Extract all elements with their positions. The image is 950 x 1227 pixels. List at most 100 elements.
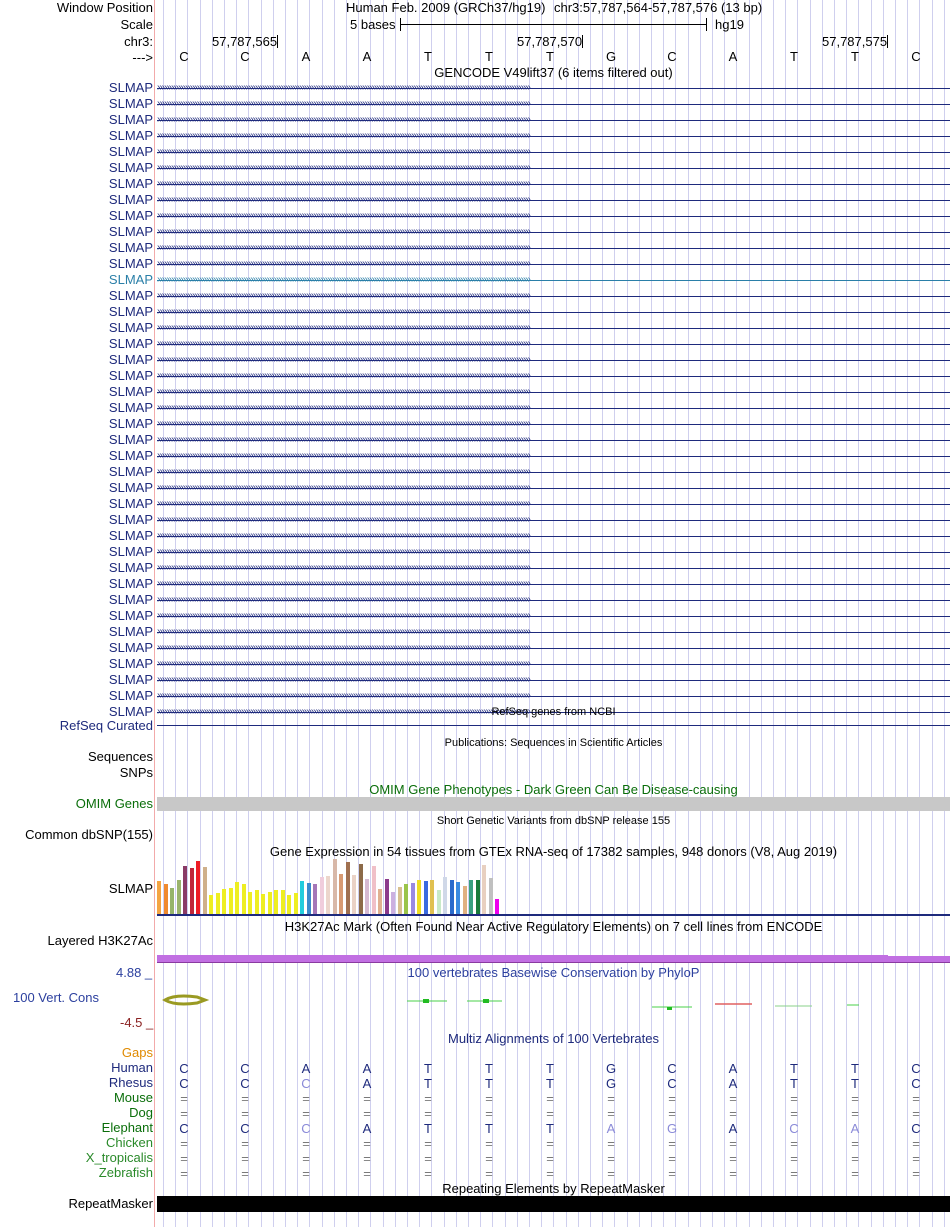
gencode-transcript[interactable]: ››››››››››››››››››››››››››››››››››››››››… — [157, 528, 950, 544]
gencode-transcript[interactable]: ››››››››››››››››››››››››››››››››››››››››… — [157, 448, 950, 464]
phylop-title[interactable]: 100 vertebrates Basewise Conservation by… — [407, 965, 700, 980]
repeatmasker-label[interactable]: RepeatMasker — [68, 1196, 153, 1211]
gencode-row-label[interactable]: SLMAP — [108, 224, 153, 239]
species-label[interactable]: Chicken — [106, 1135, 153, 1150]
gencode-row-label[interactable]: SLMAP — [108, 656, 153, 671]
gencode-transcript[interactable]: ››››››››››››››››››››››››››››››››››››››››… — [157, 560, 950, 576]
gtex-tissue-bar[interactable] — [293, 893, 298, 914]
gencode-row-label[interactable]: SLMAP — [108, 704, 153, 719]
gencode-transcript[interactable]: ››››››››››››››››››››››››››››››››››››››››… — [157, 192, 950, 208]
gencode-row-label[interactable]: SLMAP — [108, 272, 153, 287]
gaps-label[interactable]: Gaps — [121, 1045, 153, 1060]
gencode-row-label[interactable]: SLMAP — [108, 464, 153, 479]
species-label[interactable]: Elephant — [101, 1120, 153, 1135]
gencode-transcript[interactable]: ››››››››››››››››››››››››››››››››››››››››… — [157, 336, 950, 352]
gtex-tissue-bar[interactable] — [495, 899, 499, 914]
gtex-tissue-bar[interactable] — [404, 884, 408, 914]
refseq-title[interactable]: RefSeq genes from NCBI — [491, 706, 616, 718]
gtex-tissue-bar[interactable] — [274, 890, 278, 914]
gtex-tissue-bar[interactable] — [189, 868, 194, 914]
gtex-tissue-bar[interactable] — [176, 880, 181, 914]
gtex-tissue-bar[interactable] — [482, 865, 486, 914]
gencode-row-label[interactable]: SLMAP — [108, 560, 153, 575]
gencode-transcript[interactable]: ››››››››››››››››››››››››››››››››››››››››… — [157, 256, 950, 272]
gtex-tissue-bar[interactable] — [397, 887, 402, 914]
phylop-signal[interactable] — [157, 988, 950, 1016]
gtex-tissue-bar[interactable] — [163, 884, 168, 914]
gtex-tissue-bar[interactable] — [183, 866, 187, 914]
gtex-tissue-bar[interactable] — [384, 879, 389, 914]
omim-feature-bar[interactable] — [157, 797, 950, 811]
gencode-transcript[interactable]: ››››››››››››››››››››››››››››››››››››››››… — [157, 624, 950, 640]
gencode-transcript[interactable]: ››››››››››››››››››››››››››››››››››››››››… — [157, 656, 950, 672]
gencode-row-label[interactable]: SLMAP — [108, 368, 153, 383]
gencode-row-label[interactable]: SLMAP — [108, 528, 153, 543]
gtex-bar-chart[interactable] — [157, 858, 950, 914]
gtex-tissue-bar[interactable] — [280, 890, 285, 914]
gencode-transcript[interactable]: ››››››››››››››››››››››››››››››››››››››››… — [157, 704, 950, 720]
gencode-transcript[interactable]: ››››››››››››››››››››››››››››››››››››››››… — [157, 304, 950, 320]
gencode-transcript[interactable]: ››››››››››››››››››››››››››››››››››››››››… — [157, 160, 950, 176]
refseq-label[interactable]: RefSeq Curated — [59, 718, 153, 733]
gencode-transcript[interactable]: ››››››››››››››››››››››››››››››››››››››››… — [157, 272, 950, 288]
gencode-transcript[interactable]: ››››››››››››››››››››››››››››››››››››››››… — [157, 576, 950, 592]
gtex-tissue-bar[interactable] — [248, 892, 252, 914]
gencode-transcript[interactable]: ››››››››››››››››››››››››››››››››››››››››… — [157, 128, 950, 144]
gencode-row-label[interactable]: SLMAP — [108, 176, 153, 191]
gtex-tissue-bar[interactable] — [365, 879, 369, 914]
dbsnp-title[interactable]: Short Genetic Variants from dbSNP releas… — [436, 815, 671, 827]
h3k27ac-title[interactable]: H3K27Ac Mark (Often Found Near Active Re… — [284, 919, 823, 934]
gencode-row-label[interactable]: SLMAP — [108, 608, 153, 623]
gtex-tissue-bar[interactable] — [410, 883, 415, 914]
gencode-transcript[interactable]: ››››››››››››››››››››››››››››››››››››››››… — [157, 320, 950, 336]
gencode-row-label[interactable]: SLMAP — [108, 336, 153, 351]
gtex-tissue-bar[interactable] — [215, 893, 220, 914]
gencode-transcript[interactable]: ››››››››››››››››››››››››››››››››››››››››… — [157, 384, 950, 400]
gencode-transcript[interactable]: ››››››››››››››››››››››››››››››››››››››››… — [157, 208, 950, 224]
gtex-tissue-bar[interactable] — [436, 890, 441, 914]
gtex-tissue-bar[interactable] — [222, 889, 226, 914]
gencode-row-label[interactable]: SLMAP — [108, 480, 153, 495]
omim-title[interactable]: OMIM Gene Phenotypes - Dark Green Can Be… — [369, 782, 738, 797]
gencode-row-label[interactable]: SLMAP — [108, 448, 153, 463]
gtex-tissue-bar[interactable] — [170, 888, 174, 914]
gtex-tissue-bar[interactable] — [319, 877, 324, 914]
h3k27ac-signal[interactable] — [157, 955, 888, 962]
multiz-title[interactable]: Multiz Alignments of 100 Vertebrates — [447, 1031, 659, 1046]
repeatmasker-feature[interactable] — [157, 1196, 950, 1212]
gencode-row-label[interactable]: SLMAP — [108, 208, 153, 223]
gencode-row-label[interactable]: SLMAP — [108, 304, 153, 319]
gencode-transcript[interactable]: ››››››››››››››››››››››››››››››››››››››››… — [157, 464, 950, 480]
publications-title[interactable]: Publications: Sequences in Scientific Ar… — [444, 737, 663, 749]
gencode-row-label[interactable]: SLMAP — [108, 192, 153, 207]
gtex-tissue-bar[interactable] — [417, 880, 421, 914]
gencode-row-label[interactable]: SLMAP — [108, 128, 153, 143]
gtex-tissue-bar[interactable] — [157, 881, 161, 914]
gencode-row-label[interactable]: SLMAP — [108, 512, 153, 527]
gtex-tissue-bar[interactable] — [449, 880, 454, 914]
gtex-tissue-bar[interactable] — [378, 889, 382, 914]
gtex-tissue-bar[interactable] — [196, 861, 200, 914]
gencode-transcript[interactable]: ››››››››››››››››››››››››››››››››››››››››… — [157, 400, 950, 416]
gencode-row-label[interactable]: SLMAP — [108, 160, 153, 175]
gtex-tissue-bar[interactable] — [456, 882, 460, 914]
gencode-transcript[interactable]: ››››››››››››››››››››››››››››››››››››››››… — [157, 416, 950, 432]
gtex-tissue-bar[interactable] — [352, 875, 356, 914]
gtex-label[interactable]: SLMAP — [108, 881, 153, 896]
h3k27ac-signal-end[interactable] — [888, 956, 950, 962]
gencode-transcript[interactable]: ››››››››››››››››››››››››››››››››››››››››… — [157, 512, 950, 528]
gencode-row-label[interactable]: SLMAP — [108, 672, 153, 687]
gtex-tissue-bar[interactable] — [488, 878, 493, 914]
gencode-transcript[interactable]: ››››››››››››››››››››››››››››››››››››››››… — [157, 368, 950, 384]
gencode-transcript[interactable]: ››››››››››››››››››››››››››››››››››››››››… — [157, 176, 950, 192]
gencode-row-label[interactable]: SLMAP — [108, 96, 153, 111]
snps-label[interactable]: SNPs — [119, 765, 153, 780]
gtex-tissue-bar[interactable] — [209, 895, 213, 914]
gtex-tissue-bar[interactable] — [332, 859, 337, 914]
gencode-row-label[interactable]: SLMAP — [108, 144, 153, 159]
gencode-transcript[interactable]: ››››››››››››››››››››››››››››››››››››››››… — [157, 224, 950, 240]
gtex-tissue-bar[interactable] — [423, 881, 428, 914]
gtex-tissue-bar[interactable] — [241, 884, 246, 914]
gencode-transcript[interactable]: ››››››››››››››››››››››››››››››››››››››››… — [157, 80, 950, 96]
h3k27ac-label[interactable]: Layered H3K27Ac — [47, 933, 153, 948]
